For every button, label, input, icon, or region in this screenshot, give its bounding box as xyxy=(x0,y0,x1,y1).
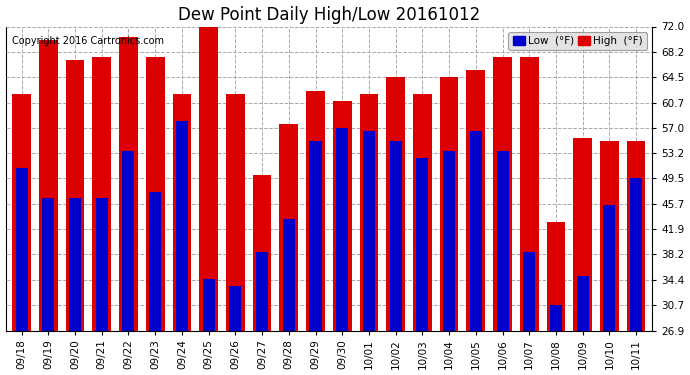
Bar xyxy=(119,37,138,330)
Bar xyxy=(12,94,31,330)
Bar xyxy=(199,20,218,330)
Bar xyxy=(149,192,161,330)
Bar xyxy=(546,222,565,330)
Bar xyxy=(416,158,428,330)
Bar xyxy=(253,175,271,330)
Bar xyxy=(573,138,592,330)
Bar xyxy=(172,94,191,330)
Legend: Low  (°F), High  (°F): Low (°F), High (°F) xyxy=(509,32,647,50)
Bar xyxy=(520,57,539,330)
Bar xyxy=(283,219,295,330)
Bar xyxy=(466,70,485,330)
Bar xyxy=(363,131,375,330)
Bar xyxy=(523,252,535,330)
Bar xyxy=(226,94,245,330)
Text: Copyright 2016 Cartronics.com: Copyright 2016 Cartronics.com xyxy=(12,36,164,46)
Bar xyxy=(306,90,325,330)
Bar xyxy=(310,141,322,330)
Bar xyxy=(470,131,482,330)
Bar xyxy=(256,252,268,330)
Bar xyxy=(92,57,111,330)
Bar xyxy=(229,286,242,330)
Bar xyxy=(42,198,55,330)
Title: Dew Point Daily High/Low 20161012: Dew Point Daily High/Low 20161012 xyxy=(178,6,480,24)
Bar xyxy=(69,198,81,330)
Bar xyxy=(550,305,562,330)
Bar xyxy=(603,205,615,330)
Bar xyxy=(16,168,28,330)
Bar xyxy=(176,121,188,330)
Bar xyxy=(203,279,215,330)
Bar xyxy=(390,141,402,330)
Bar xyxy=(413,94,432,330)
Bar xyxy=(493,57,512,330)
Bar xyxy=(627,141,645,330)
Bar xyxy=(333,100,352,330)
Bar xyxy=(39,40,58,330)
Bar xyxy=(359,94,378,330)
Bar xyxy=(66,60,84,330)
Bar xyxy=(336,128,348,330)
Bar xyxy=(443,151,455,330)
Bar xyxy=(600,141,619,330)
Bar xyxy=(146,57,164,330)
Bar xyxy=(497,151,509,330)
Bar xyxy=(630,178,642,330)
Bar xyxy=(96,198,108,330)
Bar xyxy=(122,151,135,330)
Bar xyxy=(279,124,298,330)
Bar xyxy=(386,77,405,330)
Bar xyxy=(440,77,458,330)
Bar xyxy=(577,276,589,330)
